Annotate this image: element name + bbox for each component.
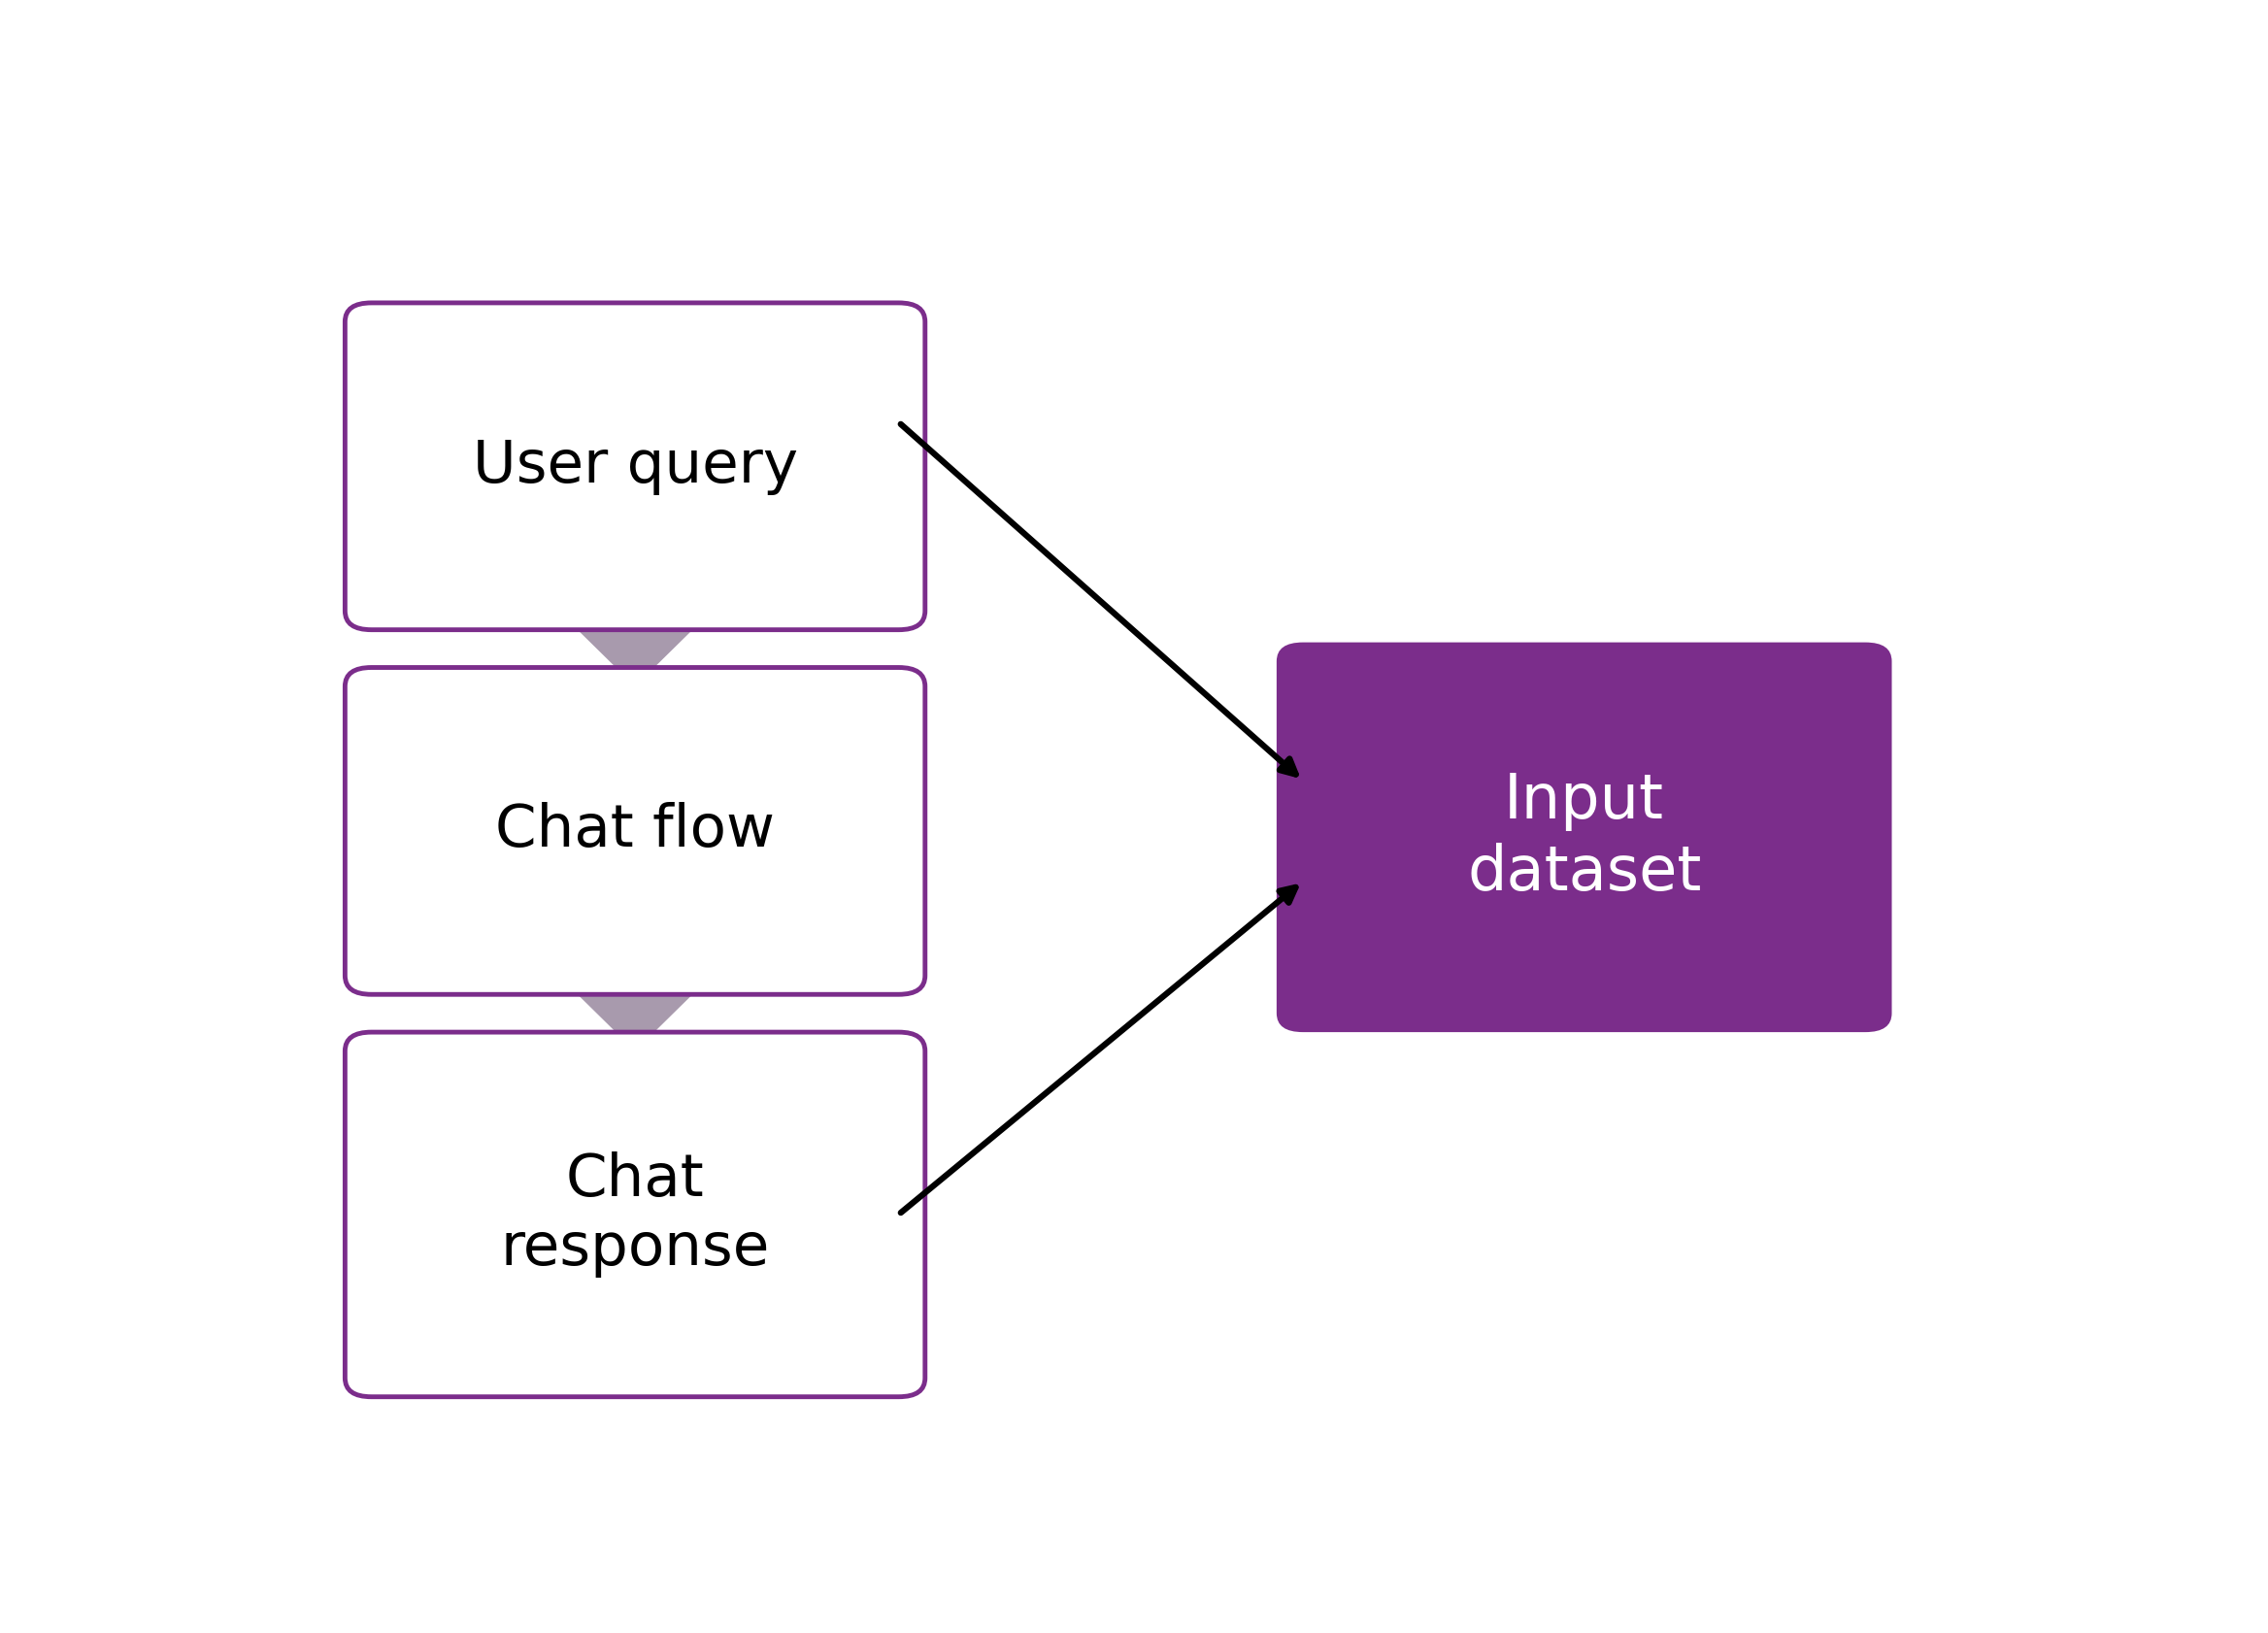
FancyBboxPatch shape <box>345 1032 925 1396</box>
Polygon shape <box>565 611 705 686</box>
FancyBboxPatch shape <box>1277 642 1892 1032</box>
Polygon shape <box>565 975 705 1052</box>
Text: Input
dataset: Input dataset <box>1467 771 1701 903</box>
Text: Chat flow: Chat flow <box>494 802 776 859</box>
FancyBboxPatch shape <box>345 302 925 630</box>
FancyBboxPatch shape <box>345 668 925 994</box>
Text: Chat
response: Chat response <box>501 1151 769 1277</box>
Text: User query: User query <box>472 438 798 495</box>
